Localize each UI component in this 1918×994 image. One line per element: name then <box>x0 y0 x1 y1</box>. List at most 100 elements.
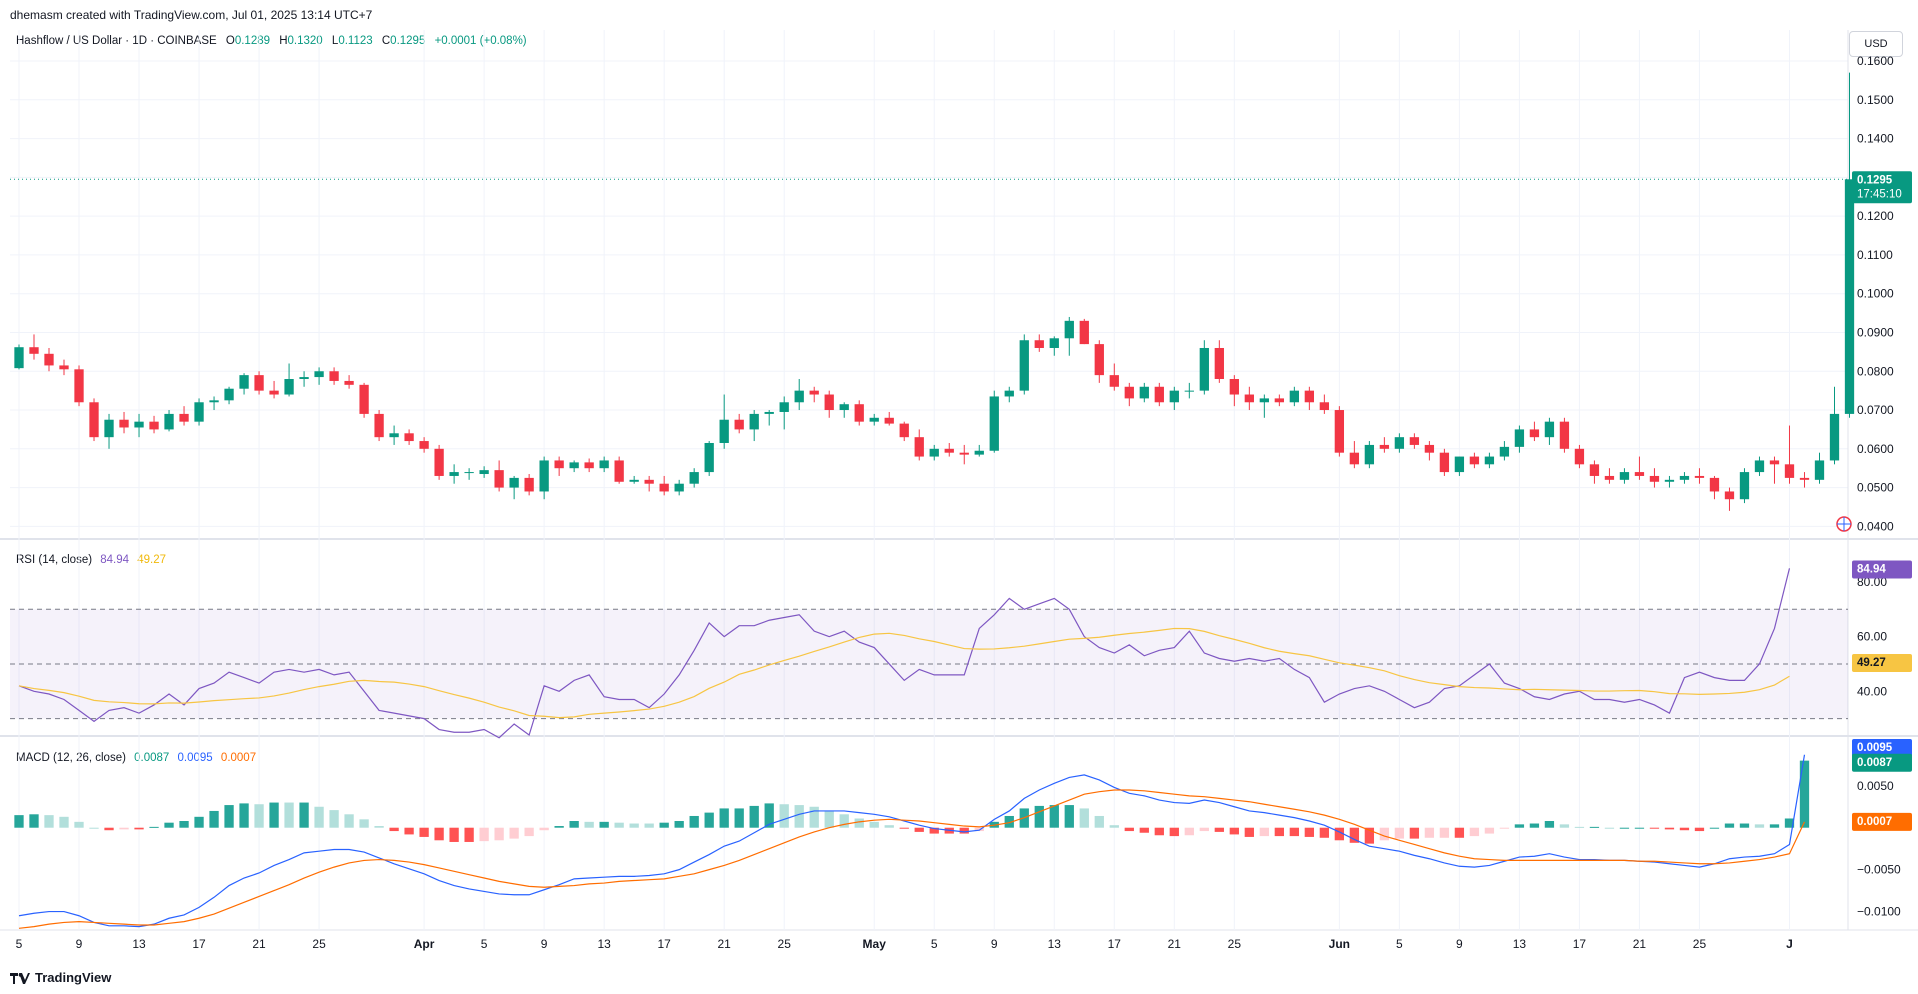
ohlc-low-label: L <box>331 35 339 47</box>
macd-histogram-bar <box>1319 827 1330 838</box>
macd-histogram-bar <box>1199 827 1209 832</box>
candle-body <box>389 433 399 438</box>
macd-histogram-bar <box>1769 824 1780 828</box>
candle-body <box>254 375 264 391</box>
macd-histogram-bar <box>284 802 294 828</box>
candle-body <box>1799 477 1810 480</box>
candle-body <box>449 472 459 476</box>
candle-body <box>1694 475 1705 478</box>
candle-body <box>434 448 444 476</box>
macd-histogram-bar <box>674 821 684 828</box>
macd-histogram-bar <box>494 827 504 841</box>
candle-body <box>1409 437 1420 445</box>
candle-body <box>1559 421 1570 449</box>
macd-histogram-bar <box>269 802 279 828</box>
currency-button[interactable]: USD <box>1849 31 1903 57</box>
macd-hist-value: 0.0007 <box>220 752 257 764</box>
candle-body <box>404 433 414 442</box>
macd-histogram-bar <box>599 821 609 828</box>
candle-body <box>1019 340 1029 391</box>
candle-body <box>359 384 369 414</box>
time-axis-label: 25 <box>778 937 792 951</box>
last-price-tag-bg <box>1852 171 1912 204</box>
candle-body <box>899 423 909 438</box>
candle-body <box>989 396 999 451</box>
candle-body <box>299 377 309 380</box>
ohlc-high: H0.1320 <box>279 35 323 47</box>
macd-hist-tag-bg <box>1852 812 1912 831</box>
macd-histogram-bar <box>1334 827 1345 841</box>
candle-body <box>1574 448 1585 465</box>
candle-body <box>1439 452 1450 473</box>
time-axis-label: May <box>863 937 887 951</box>
candle-body <box>1814 460 1825 480</box>
candle-body <box>1334 410 1345 453</box>
candle-body <box>224 388 234 401</box>
macd-value-tag-bg <box>1852 753 1912 772</box>
globe-icon <box>1837 517 1851 531</box>
tradingview-logo-icon <box>10 972 30 984</box>
macd-histogram-bar <box>929 827 939 834</box>
time-axis-label: 5 <box>931 937 938 951</box>
candle-body <box>884 417 894 424</box>
candle-body <box>1229 379 1239 395</box>
macd-histogram-bar <box>959 827 969 834</box>
rsi-ma-tag-bg <box>1852 654 1912 672</box>
price-axis-label: 0.1000 <box>1857 287 1894 301</box>
macd-histogram-bar <box>1694 827 1705 832</box>
tradingview-footer[interactable]: TradingView <box>10 970 111 985</box>
macd-histogram-bar <box>434 827 444 841</box>
candle-body <box>1454 456 1465 473</box>
candle-body <box>1244 394 1254 403</box>
macd-histogram-bar <box>449 827 459 842</box>
ohlc-open-label: O <box>225 35 235 47</box>
macd-histogram-bar <box>1154 827 1164 836</box>
candle-body <box>1499 446 1510 457</box>
macd-histogram-bar <box>1709 827 1720 829</box>
candle-body <box>329 371 339 381</box>
rsi-line <box>18 568 1791 739</box>
candle-body <box>614 460 624 482</box>
ohlc-low-value: 0.1123 <box>338 35 373 47</box>
macd-histogram-bar <box>839 814 849 828</box>
symbol-legend: Hashflow / US Dollar · 1D · COINBASE O0.… <box>16 35 533 47</box>
symbol-title[interactable]: Hashflow / US Dollar · 1D · COINBASE <box>16 35 217 47</box>
time-axis-label: 17 <box>1573 937 1587 951</box>
candle-body <box>1094 344 1104 376</box>
candle-body <box>1124 386 1134 399</box>
ohlc-close: C0.1295 <box>382 35 426 47</box>
macd-histogram-bar <box>509 827 519 839</box>
tradingview-brand: TradingView <box>35 970 112 985</box>
time-axis-label: 13 <box>1048 937 1062 951</box>
candle-body <box>1424 444 1435 453</box>
macd-histogram-bar <box>584 821 594 828</box>
candle-body <box>689 472 699 484</box>
candle-body <box>1514 429 1525 447</box>
macd-histogram-bar <box>1649 827 1660 829</box>
macd-value: 0.0087 <box>134 752 170 764</box>
candle-body <box>1034 340 1044 348</box>
time-axis-label: 13 <box>132 937 146 951</box>
ohlc-open: O0.1289 <box>226 35 270 47</box>
macd-hist-tag: 0.0007 <box>1857 816 1892 828</box>
macd-histogram-bar <box>1304 827 1315 837</box>
macd-histogram-bar <box>179 821 189 828</box>
macd-histogram-bar <box>464 827 474 842</box>
time-axis-label: J <box>1786 937 1793 951</box>
candle-body <box>1634 472 1645 476</box>
candle-body <box>1304 390 1315 403</box>
candle-body <box>629 479 639 482</box>
candle-body <box>1349 452 1360 465</box>
macd-label[interactable]: MACD (12, 26, close) <box>16 752 126 764</box>
candle-body <box>1589 464 1600 476</box>
rsi-label[interactable]: RSI (14, close) <box>16 554 93 566</box>
candle-body <box>314 371 324 378</box>
candle-body <box>944 448 954 453</box>
macd-histogram-bar <box>1469 827 1480 837</box>
macd-histogram-bar <box>614 822 624 828</box>
candle-body <box>1529 429 1540 438</box>
candlestick-series <box>10 72 1855 511</box>
time-axis-label: 25 <box>1228 937 1242 951</box>
candle-body <box>1739 472 1750 500</box>
